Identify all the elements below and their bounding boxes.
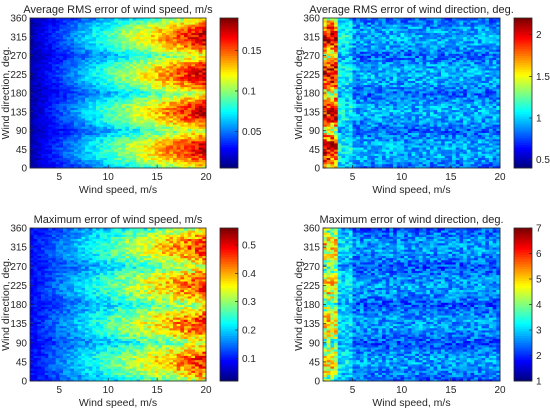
colorbar-segment [220, 142, 238, 145]
colorbar-segment [220, 121, 238, 124]
colorbar-segment [220, 116, 238, 119]
y-axis-label: Wind direction, deg. [0, 47, 12, 140]
y-tick-label: 180 [10, 89, 27, 100]
y-tick-label: 360 [10, 14, 27, 25]
colorbar-segment [220, 114, 238, 117]
y-tick-label: 0 [21, 164, 27, 175]
colorbar-segment [220, 149, 238, 152]
colorbar-segment [220, 154, 238, 157]
x-tick-label: 10 [103, 172, 115, 183]
colorbar-segment [220, 46, 238, 49]
colorbar-segment [220, 161, 238, 164]
x-tick-label: 5 [57, 172, 63, 183]
colorbar-segment [220, 65, 238, 68]
colorbar-segment [220, 44, 238, 47]
colorbar-segment [220, 48, 238, 51]
colorbar-segment [220, 102, 238, 105]
colorbar-segment [220, 79, 238, 82]
colorbar-segment [220, 81, 238, 84]
colorbar-segment [220, 27, 238, 30]
colorbar-segment [220, 131, 238, 134]
colorbar-segment [220, 37, 238, 40]
colorbar-tick-label: 0.1 [242, 86, 256, 97]
colorbar-segment [220, 25, 238, 28]
y-tick-label: 315 [10, 32, 27, 43]
colorbar-segment [220, 32, 238, 35]
x-axis-label: Wind speed, m/s [79, 184, 157, 196]
chart-panel-1: Average RMS error of wind speed, m/s 5 10 1… [0, 4, 262, 196]
colorbar-segment [220, 67, 238, 70]
colorbar-segment [220, 133, 238, 136]
colorbar-segment [220, 107, 238, 110]
y-tick-label: 270 [10, 51, 27, 62]
y-tick-label: 45 [16, 145, 28, 156]
colorbar-segment [220, 51, 238, 54]
colorbar-segment [220, 93, 238, 96]
colorbar-segment [220, 98, 238, 101]
y-tick-label: 225 [10, 70, 27, 81]
colorbar-tick-label: 0.05 [242, 127, 262, 138]
y-tick-label: 135 [10, 107, 27, 118]
colorbar-segment [220, 138, 238, 141]
x-tick-label: 20 [200, 172, 212, 183]
colorbar-segment [220, 30, 238, 33]
colorbar-segment [220, 60, 238, 63]
colorbar-segment [220, 119, 238, 122]
colorbar-segment [220, 105, 238, 108]
colorbar-segment [220, 63, 238, 66]
colorbar-segment [220, 163, 238, 166]
colorbar-segment [220, 128, 238, 131]
colorbar-segment [220, 58, 238, 61]
colorbar-segment [220, 156, 238, 159]
colorbar-segment [220, 70, 238, 73]
colorbar-segment [220, 95, 238, 98]
heatmap-cells [323, 18, 500, 168]
y-tick-label: 90 [16, 126, 28, 137]
colorbar-segment [220, 126, 238, 129]
colorbar-segment [220, 152, 238, 155]
x-tick-label: 15 [152, 172, 164, 183]
colorbar: 0.05 0.1 0.15 [220, 18, 262, 168]
colorbar-segment [220, 20, 238, 23]
colorbar-segment [220, 140, 238, 143]
colorbar-segment [220, 74, 238, 77]
colorbar-segment [220, 56, 238, 59]
chart-title: Average RMS error of wind speed, m/s [23, 4, 213, 16]
colorbar-segment [220, 84, 238, 87]
colorbar-segment [220, 86, 238, 89]
colorbar-segment [220, 109, 238, 112]
colorbar-segment [220, 72, 238, 75]
colorbar-segment [220, 53, 238, 56]
colorbar-segment [220, 145, 238, 148]
colorbar-segment [220, 39, 238, 42]
heatmap-cells [30, 18, 206, 168]
colorbar-tick-label: 0.15 [242, 46, 262, 57]
colorbar-segment [220, 77, 238, 80]
colorbar-segment [220, 112, 238, 115]
colorbar-segment [220, 18, 238, 21]
chart-panel-2: Average RMS error of wind direction, deg… [293, 4, 550, 196]
colorbar-segment [220, 123, 238, 126]
colorbar-segment [220, 41, 238, 44]
colorbar-segment [220, 159, 238, 162]
colorbar-segment [220, 100, 238, 103]
colorbar-segment [220, 135, 238, 138]
colorbar-segment [220, 34, 238, 37]
colorbar-segment [220, 147, 238, 150]
colorbar-segment [220, 23, 238, 26]
